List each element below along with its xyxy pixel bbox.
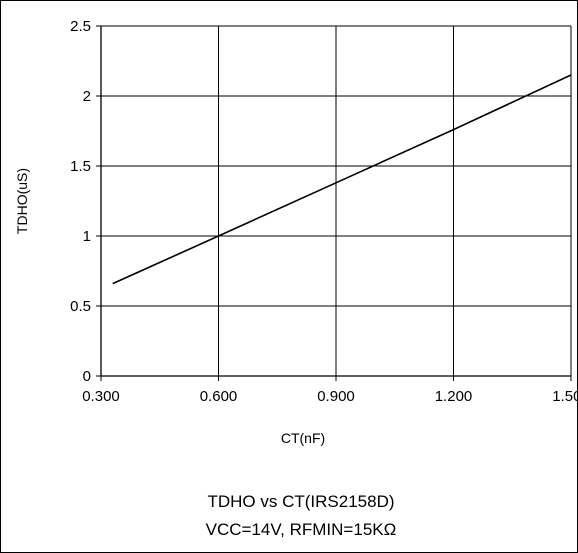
y-tick-label: 1.5 <box>70 158 91 175</box>
x-tick-label: 0.300 <box>82 388 120 405</box>
grid <box>101 25 572 376</box>
x-tick-label: 0.600 <box>200 388 238 405</box>
x-tick-label: 1.500 <box>552 388 577 405</box>
y-axis-label: TDHO(uS) <box>14 168 30 234</box>
omega-symbol: Ω <box>384 520 397 539</box>
chart-caption-line-1: TDHO vs CT(IRS2158D) <box>207 492 394 511</box>
y-ticks: 0 0.5 1 1.5 2 2.5 <box>70 18 101 385</box>
series-line <box>112 74 572 285</box>
caption-line-2-text: VCC=14V, RFMIN=15K <box>206 520 385 539</box>
x-ticks: 0.300 0.600 0.900 1.200 1.500 <box>82 376 577 405</box>
y-tick-label: 1 <box>83 228 91 245</box>
y-tick-label: 2 <box>83 88 91 105</box>
y-tick-label: 0.5 <box>70 298 91 315</box>
x-tick-label: 0.900 <box>317 388 355 405</box>
series-group <box>112 74 572 285</box>
y-tick-label: 0 <box>83 368 91 385</box>
x-axis-label: CT(nF) <box>281 430 325 446</box>
y-tick-label: 2.5 <box>70 18 91 35</box>
x-tick-label: 1.200 <box>435 388 473 405</box>
chart-caption-line-2: VCC=14V, RFMIN=15KΩ <box>206 520 397 539</box>
